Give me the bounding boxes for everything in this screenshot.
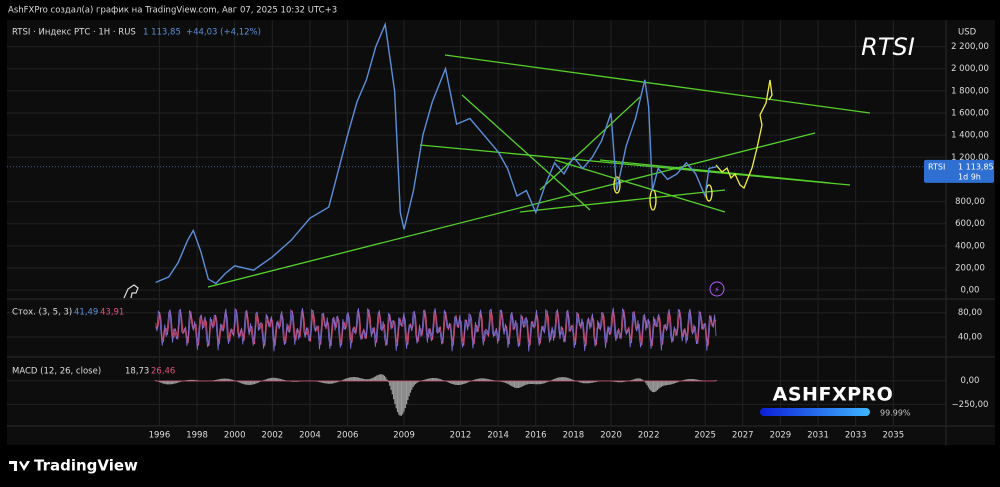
x-tick-label: 2031 bbox=[807, 431, 829, 441]
highlight-ellipse bbox=[613, 176, 621, 194]
trend-line bbox=[599, 159, 831, 184]
stoch-d: 43,91 bbox=[100, 308, 124, 318]
x-tick-label: 1996 bbox=[149, 431, 171, 441]
chart-title: RTSI bbox=[861, 33, 915, 61]
logo-mark bbox=[9, 461, 30, 471]
y-tick-label: 1 800,00 bbox=[951, 86, 989, 96]
y-tick-label: 2 200,00 bbox=[951, 42, 989, 52]
macd-value: 18,73 bbox=[125, 367, 149, 377]
x-tick-label: 2014 bbox=[487, 431, 509, 441]
x-tick-label: 2002 bbox=[262, 431, 284, 441]
trend-line bbox=[444, 54, 871, 114]
price-tag-value: 1 113,85 bbox=[958, 162, 994, 171]
y-tick-label: 1 600,00 bbox=[951, 109, 989, 119]
forecast-path bbox=[715, 79, 773, 190]
watermark-bar bbox=[760, 408, 870, 416]
y-tick-label: 80,00 bbox=[958, 308, 982, 318]
stoch-title: Стох. (3, 5, 3) bbox=[12, 308, 72, 318]
event-icon-glyph: ⚡ bbox=[714, 286, 720, 295]
currency: USD bbox=[958, 28, 977, 38]
y-tick-label: 40,00 bbox=[958, 332, 982, 342]
y-tick-label: 400,00 bbox=[955, 241, 985, 251]
x-tick-label: 2029 bbox=[770, 431, 792, 441]
trend-lines bbox=[207, 54, 871, 288]
header-text: AshFXPro создал(а) график на TradingView… bbox=[8, 6, 337, 16]
mascot-icon bbox=[123, 284, 139, 299]
watermark: ASHFXPRO bbox=[773, 384, 894, 406]
price-tag-countdown: 1d 9h bbox=[958, 172, 981, 181]
price-change: +44,03 (+4,12%) bbox=[186, 28, 261, 38]
x-tick-label: 2006 bbox=[337, 431, 359, 441]
y-tick-label: 2 000,00 bbox=[951, 64, 989, 74]
x-tick-label: 2022 bbox=[638, 431, 660, 441]
trend-line bbox=[539, 96, 641, 191]
x-tick-label: 2000 bbox=[224, 431, 246, 441]
y-tick-label: −250,00 bbox=[952, 400, 989, 410]
x-tick-label: 2035 bbox=[882, 431, 904, 441]
price-tag-symbol: RTSI bbox=[928, 162, 945, 171]
symbol-label: RTSI · Индекс РТС · 1H · RUS bbox=[12, 28, 136, 38]
plot bbox=[7, 21, 946, 416]
brand: TradingView bbox=[34, 457, 138, 475]
y-tick-label: 0,00 bbox=[961, 286, 980, 296]
x-tick-label: 2009 bbox=[393, 431, 415, 441]
y-tick-label: 1 200,00 bbox=[951, 153, 989, 163]
x-tick-label: 2025 bbox=[694, 431, 716, 441]
event-icon bbox=[709, 281, 725, 297]
price-line bbox=[155, 21, 717, 285]
macd-signal: 26,46 bbox=[151, 367, 175, 377]
y-tick-label: 200,00 bbox=[955, 264, 985, 274]
stoch-k: 41,49 bbox=[74, 308, 98, 318]
macd-title: MACD (12, 26, close) bbox=[12, 367, 101, 377]
stoch-k-line bbox=[155, 307, 717, 352]
trend-line bbox=[207, 132, 816, 288]
price-tag bbox=[924, 159, 994, 183]
y-tick-label: 600,00 bbox=[955, 219, 985, 229]
y-tick-label: 1 400,00 bbox=[951, 131, 989, 141]
x-tick-label: 2018 bbox=[563, 431, 585, 441]
watermark-percent: 99.99% bbox=[880, 409, 911, 418]
y-tick-label: 800,00 bbox=[955, 197, 985, 207]
last-price: 1 113,85 bbox=[143, 28, 181, 38]
trend-line bbox=[461, 94, 591, 211]
x-tick-label: 2020 bbox=[600, 431, 622, 441]
x-tick-label: 2033 bbox=[845, 431, 867, 441]
x-tick-label: 2016 bbox=[525, 431, 547, 441]
x-tick-label: 2004 bbox=[299, 431, 321, 441]
x-tick-label: 1998 bbox=[186, 431, 208, 441]
trend-line bbox=[519, 189, 726, 213]
x-tick-label: 2012 bbox=[450, 431, 472, 441]
grid bbox=[7, 20, 946, 426]
x-tick-label: 2027 bbox=[732, 431, 754, 441]
y-tick-label: 0,00 bbox=[961, 376, 980, 386]
